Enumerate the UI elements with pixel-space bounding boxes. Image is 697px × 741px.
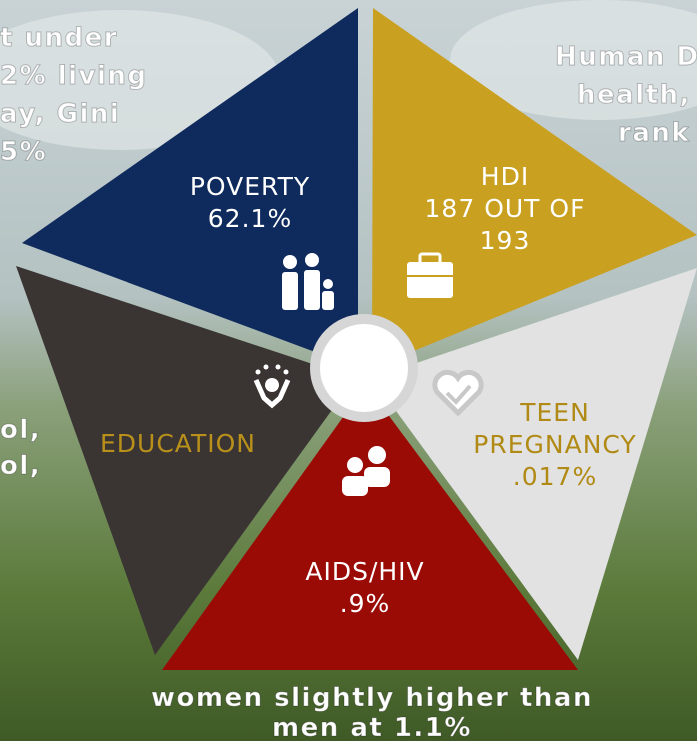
segment-label: EDUCATION	[100, 429, 256, 458]
side-text: rank	[618, 118, 690, 148]
segment-value: 187 OUT OF	[425, 194, 586, 223]
side-text: health,	[577, 80, 691, 110]
segment-label: POVERTY	[190, 172, 310, 201]
segment-value: .9%	[340, 589, 391, 618]
infographic: POVERTY 62.1% HDI 187 OUT OF 193 TEEN PR…	[0, 0, 697, 741]
side-text: t under	[0, 23, 118, 53]
bottom-text: women slightly higher than	[151, 683, 593, 713]
segment-label: TEEN	[519, 398, 590, 427]
segment-value: 62.1%	[208, 204, 292, 233]
segment-label: AIDS/HIV	[305, 557, 424, 586]
segment-label: HDI	[481, 162, 529, 191]
center-circle	[320, 324, 408, 412]
side-text: ay, Gini	[0, 99, 120, 129]
segment-label: PREGNANCY	[473, 430, 636, 459]
side-text: 5%	[0, 137, 47, 167]
side-text: Human D	[555, 42, 697, 72]
segment-value: 193	[480, 226, 531, 255]
segment-value: .017%	[513, 462, 597, 491]
side-text: 2% living	[0, 61, 148, 91]
bottom-text: men at 1.1%	[272, 713, 472, 741]
side-text: ol,	[0, 415, 41, 445]
side-text: ol,	[0, 451, 41, 481]
